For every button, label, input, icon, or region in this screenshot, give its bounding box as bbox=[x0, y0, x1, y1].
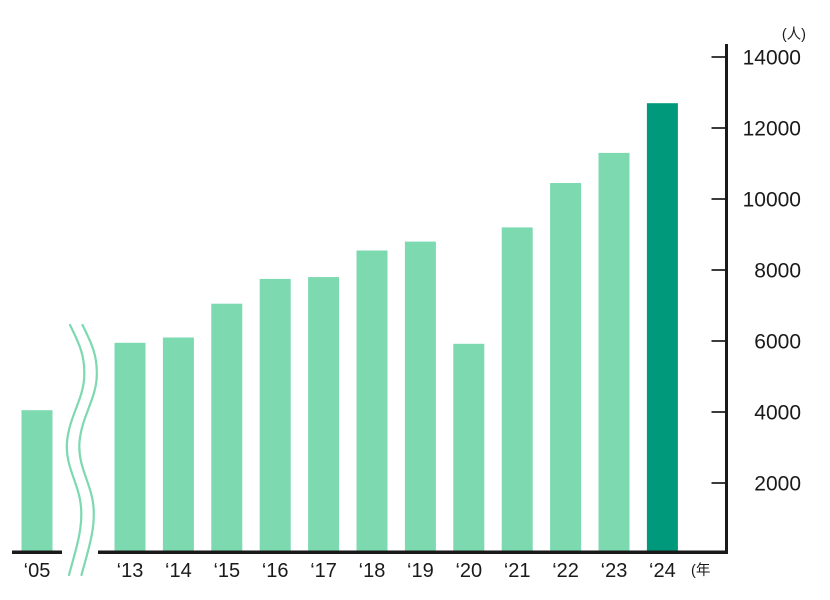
axis-break-wave-left bbox=[65, 323, 86, 577]
y-tick-label-2000: 2000 bbox=[754, 473, 801, 496]
y-tick-label-10000: 10000 bbox=[743, 189, 801, 212]
bar-21 bbox=[501, 227, 533, 554]
x-label-13: ‘13 bbox=[117, 560, 144, 582]
x-label-17: ‘17 bbox=[310, 560, 337, 582]
bar-24 bbox=[646, 103, 678, 554]
x-label-21: ‘21 bbox=[504, 560, 531, 582]
bar-23 bbox=[598, 152, 630, 554]
x-label-19: ‘19 bbox=[407, 560, 434, 582]
x-label-22: ‘22 bbox=[552, 560, 579, 582]
x-label-16: ‘16 bbox=[262, 560, 289, 582]
x-label-20: ‘20 bbox=[455, 560, 482, 582]
bar-20 bbox=[453, 343, 485, 554]
x-label-23: ‘23 bbox=[601, 560, 628, 582]
y-tick-label-12000: 12000 bbox=[743, 118, 801, 141]
axis-break-wave-right bbox=[78, 323, 98, 577]
x-label-15: ‘15 bbox=[213, 560, 240, 582]
bar-16 bbox=[259, 278, 291, 554]
x-label-24: ‘24 bbox=[649, 560, 676, 582]
x-unit-label: (年 bbox=[691, 562, 710, 579]
y-tick-label-4000: 4000 bbox=[754, 402, 801, 425]
bar-13 bbox=[114, 342, 146, 554]
bar-22 bbox=[550, 183, 582, 554]
y-tick-label-14000: 14000 bbox=[743, 47, 801, 70]
y-tick-label-6000: 6000 bbox=[754, 331, 801, 354]
bar-18 bbox=[356, 250, 388, 554]
bar-14 bbox=[162, 337, 194, 554]
x-label-18: ‘18 bbox=[359, 560, 386, 582]
x-label-05: ‘05 bbox=[24, 560, 51, 582]
x-label-14: ‘14 bbox=[165, 560, 192, 582]
bar-05 bbox=[21, 410, 53, 554]
bar-15 bbox=[211, 303, 243, 554]
bar-19 bbox=[404, 241, 436, 554]
y-tick-label-8000: 8000 bbox=[754, 260, 801, 283]
y-unit-label: (人) bbox=[782, 26, 806, 43]
bar-17 bbox=[308, 277, 340, 554]
